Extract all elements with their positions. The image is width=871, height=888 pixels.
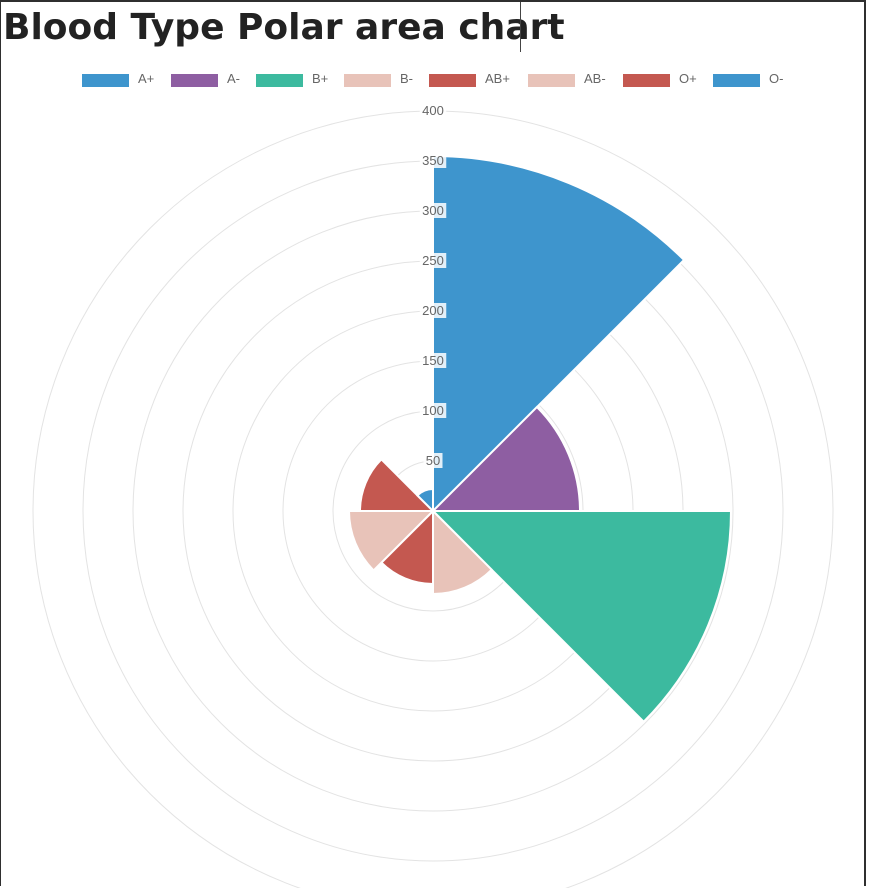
legend-label: B+ [312,71,329,86]
tick-label-350: 350 [419,153,447,168]
svg-text:400: 400 [422,103,444,118]
segment-O-pos[interactable] [358,457,436,512]
legend-label: B- [400,71,413,86]
legend-swatch [623,74,670,87]
tick-label-50: 50 [423,453,443,468]
text-caret [520,2,521,52]
segments [347,154,733,724]
svg-text:200: 200 [422,303,444,318]
segment-B-neg[interactable] [432,508,494,596]
tick-label-100: 100 [419,403,447,418]
legend-swatch [256,74,303,87]
legend-swatch [82,74,129,87]
legend-label: O- [769,71,784,86]
segment-AB-neg[interactable] [347,510,436,572]
segment-A-neg[interactable] [430,405,582,512]
segment-B-pos[interactable] [430,510,733,724]
tick-label-300: 300 [419,203,447,218]
segment-AB-pos[interactable] [379,508,434,586]
legend-swatch [713,74,760,87]
svg-text:300: 300 [422,203,444,218]
svg-text:350: 350 [422,153,444,168]
legend-label: A- [227,71,240,86]
legend-swatch [171,74,218,87]
legend-swatch [528,74,575,87]
tick-label-150: 150 [419,353,447,368]
tick-label-200: 200 [419,303,447,318]
radial-ticks: 50 100 150 200 250 300 350 400 [419,103,447,468]
legend-swatch [344,74,391,87]
legend-swatch [429,74,476,87]
legend-label: A+ [138,71,155,86]
segment-O-neg[interactable] [416,487,434,514]
chart-legend: A+ A- B+ B- AB+ AB- O+ O- [0,68,866,92]
svg-text:250: 250 [422,253,444,268]
legend-label: O+ [679,71,697,86]
svg-text:50: 50 [426,453,440,468]
tick-label-400: 400 [419,103,447,118]
chart-title: Blood Type Polar area chart [3,7,565,48]
svg-text:150: 150 [422,353,444,368]
svg-text:100: 100 [422,403,444,418]
segment-A-pos[interactable] [432,154,686,514]
legend-label: AB- [584,71,606,86]
legend-label: AB+ [485,71,510,86]
tick-label-250: 250 [419,253,447,268]
